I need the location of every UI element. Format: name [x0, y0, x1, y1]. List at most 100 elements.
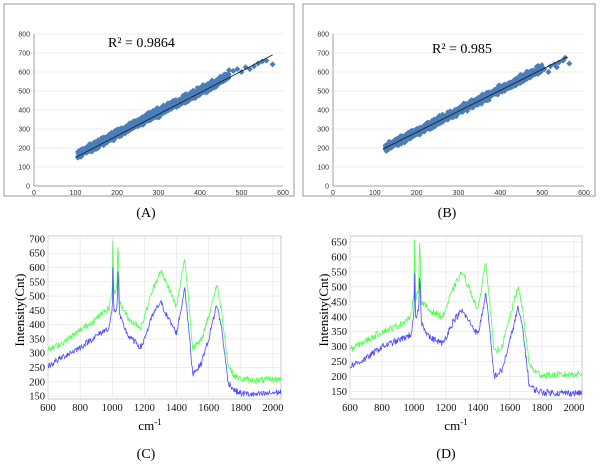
y-tick-label: 300 — [18, 127, 30, 134]
ylabel-d: Intensity(Cnt) — [316, 274, 331, 347]
y-tick-label: 600 — [331, 252, 347, 263]
x-tick-label: 600 — [342, 403, 358, 414]
x-tick-label: 1600 — [500, 403, 521, 414]
y-tick-label: 600 — [317, 70, 329, 77]
x-tick-label: 300 — [153, 190, 165, 197]
spectrum-line-blue — [47, 267, 282, 398]
x-tick-label: 800 — [72, 403, 88, 414]
xlabel-d: cm-1 — [444, 417, 467, 433]
y-tick-label: 550 — [331, 267, 347, 278]
scatter-point — [123, 129, 129, 136]
x-tick-label: 1800 — [230, 403, 251, 414]
scatter-point — [399, 136, 406, 142]
y-tick-label: 650 — [29, 249, 45, 260]
scatter-point — [230, 68, 237, 75]
y-tick-label: 0 — [325, 184, 329, 191]
scatter-point — [466, 104, 472, 110]
scatter-point — [405, 129, 411, 135]
spectrum-panel-d: 150 200 250 300 350 400 450 500 550 600 650 600 800 1… — [331, 235, 585, 414]
scatter-point — [428, 119, 434, 125]
panel-b-frame — [302, 3, 596, 197]
scatter-point — [403, 135, 409, 141]
y-tick-label: 350 — [29, 334, 45, 345]
panel-a-frame — [3, 3, 295, 197]
scatter-point — [115, 128, 121, 135]
y-tick-label: 450 — [331, 297, 347, 308]
scatter-point — [80, 147, 87, 153]
scatter-point — [209, 77, 215, 83]
scatter-point — [566, 60, 573, 67]
scatter-point — [145, 110, 151, 116]
y-tick-label: 500 — [18, 89, 30, 96]
y-tick-label: 200 — [331, 372, 347, 383]
y-tick-label: 150 — [331, 387, 347, 398]
scatter-point — [390, 139, 396, 145]
xlabel-d-base: cm — [444, 418, 460, 433]
trend-line — [382, 56, 568, 150]
xlabel-c-base: cm — [138, 418, 154, 433]
y-tick-label: 700 — [317, 51, 329, 58]
scatter-point — [475, 95, 482, 102]
scatter-point — [84, 149, 90, 155]
y-tick-label: 400 — [331, 312, 347, 323]
scatter-point — [219, 75, 225, 82]
y-tick-label: 450 — [29, 306, 45, 317]
caption-d: (D) — [436, 447, 456, 462]
y-tick-label: 700 — [29, 234, 45, 245]
x-tick-label: 1200 — [134, 403, 155, 414]
scatter-point — [99, 136, 105, 143]
scatter-point — [180, 95, 186, 101]
scatter-point — [519, 77, 526, 84]
scatter-point — [530, 72, 536, 78]
scatter-point — [517, 73, 523, 79]
scatter-point — [523, 71, 529, 77]
plot-area — [349, 235, 583, 400]
plot-area — [47, 235, 282, 400]
y-tick-label: 250 — [331, 357, 347, 368]
scatter-point — [410, 133, 417, 139]
scatter-point — [383, 145, 389, 152]
x-tick-label: 500 — [236, 190, 248, 197]
scatter-point — [162, 107, 168, 113]
x-tick-label: 400 — [194, 190, 206, 197]
y-tick-label: 250 — [29, 363, 45, 374]
y-tick-label: 500 — [331, 282, 347, 293]
scatter-point — [538, 68, 544, 74]
scatter-point — [75, 149, 82, 155]
y-tick-label: 350 — [331, 327, 347, 338]
scatter-point — [135, 119, 141, 125]
scatter-point — [408, 128, 414, 134]
scatter-point — [494, 87, 500, 94]
scatter-point — [555, 59, 562, 66]
x-tick-label: 600 — [277, 190, 289, 197]
scatter-point — [269, 61, 276, 68]
xlabel-d-sup: -1 — [460, 417, 468, 427]
scatter-point — [194, 85, 200, 91]
y-tick-label: 500 — [29, 292, 45, 303]
scatter-point — [424, 125, 430, 131]
scatter-point — [88, 142, 94, 148]
scatter-point — [424, 121, 430, 127]
scatter-point — [515, 75, 522, 82]
y-tick-label: 0 — [26, 184, 30, 191]
x-tick-label: 0 — [331, 190, 335, 197]
scatter-point — [535, 66, 541, 72]
y-tick-label: 500 — [317, 89, 329, 96]
spectrum-line-blue — [349, 272, 583, 398]
y-tick-label: 800 — [317, 32, 329, 39]
scatter-point — [147, 111, 153, 118]
x-tick-label: 1000 — [102, 403, 123, 414]
scatter-point — [467, 101, 473, 107]
x-tick-label: 1400 — [468, 403, 489, 414]
x-tick-label: 2000 — [262, 403, 283, 414]
scatter-point — [473, 97, 479, 103]
ylabel-c: Intensity(Cnt) — [12, 274, 27, 347]
x-tick-label: 600 — [40, 403, 56, 414]
scatter-panel-b: 0 100 200 300 400 500 600 700 800 0 100 200 300 400 50… — [317, 32, 590, 198]
spectrum-panel-c: 150 200 250 300 350 400 450 500 550 600 650 700 600 8… — [29, 234, 283, 414]
x-tick-label: 400 — [494, 190, 506, 197]
scatter-point — [450, 112, 456, 119]
scatter-point — [217, 77, 223, 84]
y-tick-label: 400 — [317, 108, 329, 115]
